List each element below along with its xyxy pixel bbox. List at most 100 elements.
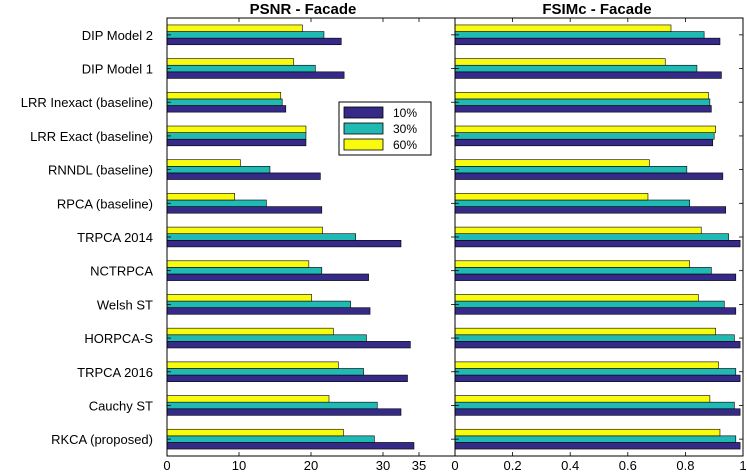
- psnr-bar-rnndl-baseline-10pct: [166, 172, 321, 180]
- fsimc-bar-dip-model-1-60pct: [454, 58, 666, 66]
- psnr-bar-trpca-2014-30pct: [166, 233, 356, 241]
- psnr-xtick-label: 30: [376, 458, 390, 473]
- fsimc-bar-lrr-inexact-baseline-60pct: [454, 92, 709, 100]
- psnr-bar-cauchy-st-60pct: [166, 395, 330, 403]
- fsimc-bar-welsh-st-10pct: [454, 307, 737, 315]
- category-label-rkca-proposed: RKCA (proposed): [51, 432, 153, 447]
- psnr-bar-cauchy-st-10pct: [166, 408, 402, 416]
- fsimc-plot: 0 0.2 0.4 0.6 0.8 1: [451, 18, 747, 473]
- fsimc-bar-trpca-2014-10pct: [454, 240, 741, 248]
- fsimc-bar-trpca-2016-30pct: [454, 368, 737, 376]
- fsimc-bar-dip-model-1-10pct: [454, 71, 722, 79]
- fsimc-bar-dip-model-1-30pct: [454, 64, 698, 73]
- category-label-lrr-inexact-baseline: LRR Inexact (baseline): [21, 95, 153, 110]
- legend-swatch-10: [343, 106, 384, 119]
- psnr-bar-lrr-inexact-baseline-30pct: [166, 98, 283, 106]
- psnr-bar-welsh-st-30pct: [166, 300, 351, 308]
- fsimc-bar-rnndl-baseline-10pct: [454, 172, 724, 180]
- fsimc-bar-trpca-2016-60pct: [454, 361, 719, 369]
- fsimc-bar-lrr-inexact-baseline-30pct: [454, 98, 711, 106]
- psnr-bar-rkca-proposed-60pct: [166, 428, 344, 437]
- fsimc-xtick-label: 0: [451, 458, 458, 473]
- fsimc-bar-trpca-2014-30pct: [454, 233, 729, 241]
- category-label-horpca-s: HORPCA-S: [84, 331, 153, 346]
- fsimc-xtick-label: 0.6: [619, 458, 637, 473]
- psnr-bar-lrr-exact-baseline-10pct: [166, 138, 307, 147]
- psnr-bar-nctrpca-30pct: [166, 267, 323, 275]
- category-label-cauchy-st: Cauchy ST: [89, 398, 153, 413]
- fsimc-bar-lrr-inexact-baseline-10pct: [454, 105, 712, 113]
- category-label-rpca-baseline: RPCA (baseline): [57, 196, 153, 211]
- fsimc-bar-rpca-baseline-60pct: [454, 193, 649, 201]
- legend-swatch-60: [343, 138, 384, 151]
- fsimc-bar-lrr-exact-baseline-60pct: [454, 125, 716, 133]
- fsimc-bar-nctrpca-60pct: [454, 260, 691, 268]
- psnr-plot: 0 10 20 30 35: [163, 18, 455, 473]
- category-labels: DIP Model 2 DIP Model 1 LRR Inexact (basel…: [21, 28, 154, 447]
- psnr-xtick-label: 0: [163, 458, 170, 473]
- fsimc-bar-rnndl-baseline-60pct: [454, 159, 650, 167]
- fsimc-bar-trpca-2016-10pct: [454, 374, 741, 382]
- psnr-bar-horpca-s-10pct: [166, 341, 411, 349]
- psnr-bar-welsh-st-60pct: [166, 294, 313, 302]
- psnr-bar-trpca-2016-10pct: [166, 374, 408, 382]
- fsimc-bar-lrr-exact-baseline-10pct: [454, 138, 714, 147]
- fsimc-bar-dip-model-2-10pct: [454, 37, 721, 46]
- psnr-bar-dip-model-1-30pct: [166, 64, 316, 73]
- fsimc-bar-cauchy-st-60pct: [454, 395, 711, 403]
- category-label-nctrpca: NCTRPCA: [90, 264, 153, 279]
- fsimc-xtick-label: 0.2: [504, 458, 522, 473]
- psnr-xtick-label: 35: [412, 458, 426, 473]
- psnr-bar-rpca-baseline-60pct: [166, 193, 235, 201]
- fsimc-bar-dip-model-2-30pct: [454, 31, 705, 39]
- psnr-bar-dip-model-1-60pct: [166, 58, 295, 66]
- fsimc-bar-dip-model-2-60pct: [454, 24, 672, 32]
- legend-label-30: 30%: [393, 122, 417, 136]
- fsimc-bar-horpca-s-60pct: [454, 327, 716, 336]
- category-label-trpca-2014: TRPCA 2014: [77, 230, 153, 245]
- psnr-bar-rnndl-baseline-60pct: [166, 159, 241, 167]
- psnr-bar-rnndl-baseline-30pct: [166, 166, 271, 174]
- fsimc-bar-nctrpca-10pct: [454, 273, 737, 281]
- psnr-bar-horpca-s-60pct: [166, 327, 334, 336]
- fsimc-bar-rkca-proposed-30pct: [454, 435, 737, 443]
- fsimc-bar-rnndl-baseline-30pct: [454, 166, 688, 174]
- psnr-bar-lrr-inexact-baseline-10pct: [166, 105, 287, 113]
- fsimc-title: FSIMc - Facade: [542, 1, 651, 18]
- psnr-bar-lrr-inexact-baseline-60pct: [166, 92, 282, 100]
- psnr-bar-trpca-2014-60pct: [166, 226, 323, 235]
- fsimc-axes-frame: [454, 17, 744, 457]
- category-label-dip-model-2: DIP Model 2: [82, 28, 153, 43]
- psnr-bar-trpca-2014-10pct: [166, 240, 402, 248]
- psnr-bar-rkca-proposed-30pct: [166, 435, 375, 443]
- legend-label-10: 10%: [393, 106, 417, 120]
- category-label-rnndl-baseline: RNNDL (baseline): [48, 163, 153, 178]
- fsimc-bar-lrr-exact-baseline-30pct: [454, 132, 715, 140]
- psnr-bar-rpca-baseline-10pct: [166, 206, 323, 214]
- fsimc-bar-welsh-st-30pct: [454, 300, 725, 308]
- psnr-bar-welsh-st-10pct: [166, 307, 371, 315]
- fsimc-bar-rkca-proposed-60pct: [454, 428, 721, 437]
- fsimc-bar-nctrpca-30pct: [454, 267, 712, 275]
- legend: 10% 30% 60%: [338, 101, 432, 156]
- psnr-bar-rkca-proposed-10pct: [166, 442, 415, 450]
- psnr-bar-dip-model-2-30pct: [166, 31, 325, 39]
- fsimc-bar-horpca-s-30pct: [454, 334, 735, 342]
- category-label-dip-model-1: DIP Model 1: [82, 62, 153, 77]
- category-label-trpca-2016: TRPCA 2016: [77, 365, 153, 380]
- legend-swatch-30: [343, 122, 384, 135]
- psnr-bar-trpca-2016-60pct: [166, 361, 339, 369]
- psnr-bar-lrr-exact-baseline-60pct: [166, 125, 307, 133]
- fsimc-bar-rpca-baseline-10pct: [454, 206, 727, 214]
- psnr-bar-trpca-2016-30pct: [166, 368, 364, 376]
- psnr-bar-nctrpca-60pct: [166, 260, 310, 268]
- psnr-bar-nctrpca-10pct: [166, 273, 369, 281]
- psnr-bar-dip-model-1-10pct: [166, 71, 345, 79]
- fsimc-bar-cauchy-st-10pct: [454, 408, 741, 416]
- psnr-title: PSNR - Facade: [250, 1, 357, 18]
- psnr-bar-dip-model-2-60pct: [166, 24, 303, 32]
- psnr-bar-horpca-s-30pct: [166, 334, 367, 342]
- category-label-welsh-st: Welsh ST: [97, 297, 153, 312]
- psnr-bar-cauchy-st-30pct: [166, 401, 378, 410]
